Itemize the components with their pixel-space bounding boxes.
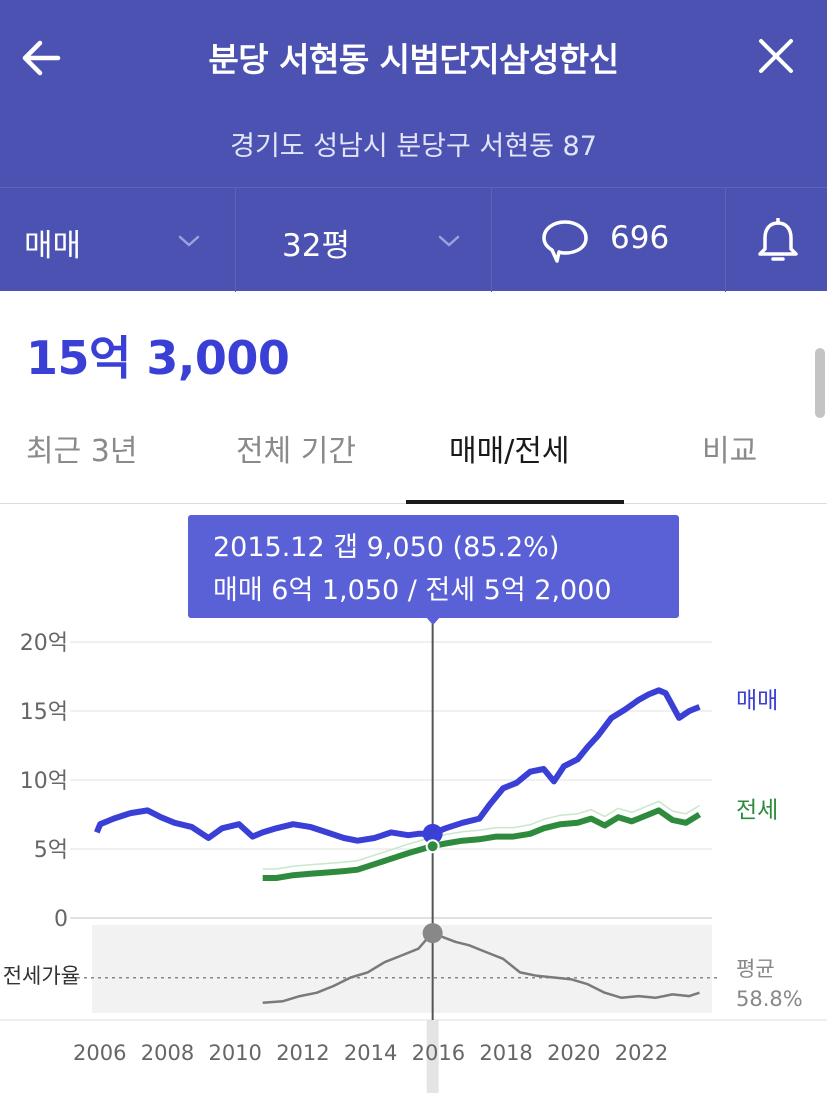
page-title: 분당 서현동 시범단지삼성한신 bbox=[208, 40, 619, 79]
ratio-average-value: 58.8% bbox=[736, 987, 803, 1011]
sale-series-line bbox=[94, 687, 701, 844]
deal-type-dropdown[interactable]: 매매 bbox=[0, 188, 236, 292]
crosshair-band bbox=[426, 1020, 439, 1093]
speech-bubble-icon bbox=[542, 220, 588, 263]
comment-count: 696 bbox=[610, 220, 670, 256]
period-tabs: 최근 3년 전체 기간 매매/전세 비교 bbox=[0, 404, 827, 504]
x-tick-label: 2010 bbox=[208, 1041, 261, 1065]
x-tick-label: 2008 bbox=[141, 1041, 194, 1065]
comments-button[interactable]: 696 bbox=[492, 188, 726, 292]
x-tick-label: 2014 bbox=[344, 1041, 397, 1065]
x-tick-label: 2016 bbox=[412, 1041, 465, 1065]
header-bar: 분당 서현동 시범단지삼성한신 경기도 성남시 분당구 서현동 87 매매 32… bbox=[0, 0, 827, 292]
chevron-down-icon bbox=[178, 235, 200, 247]
size-dropdown[interactable]: 32평 bbox=[236, 188, 492, 292]
x-tick-label: 2018 bbox=[479, 1041, 532, 1065]
current-price: 15억 3,000 bbox=[26, 331, 290, 385]
x-tick-label: 2020 bbox=[547, 1041, 600, 1065]
y-tick-label: 5억 bbox=[34, 838, 68, 863]
x-tick-label: 2022 bbox=[615, 1041, 668, 1065]
bell-icon bbox=[758, 218, 798, 261]
tab-compare[interactable]: 비교 bbox=[702, 434, 758, 469]
scrollbar-thumb[interactable] bbox=[815, 348, 825, 418]
x-tick-label: 2006 bbox=[73, 1041, 126, 1065]
tab-sale-jeonse[interactable]: 매매/전세 bbox=[449, 434, 570, 469]
jeonse-range-line bbox=[262, 800, 700, 870]
y-tick-label: 0 bbox=[54, 907, 68, 932]
ratio-panel-bg bbox=[92, 925, 712, 1013]
y-tick-label: 20억 bbox=[20, 631, 68, 656]
tooltip-pointer bbox=[425, 616, 441, 625]
active-tab-indicator bbox=[406, 500, 624, 504]
ratio-axis-label: 전세가율 bbox=[3, 964, 80, 988]
y-tick-label: 15억 bbox=[20, 700, 68, 725]
y-tick-label: 10억 bbox=[20, 769, 68, 794]
close-icon[interactable] bbox=[752, 32, 800, 80]
back-arrow-icon[interactable] bbox=[18, 34, 66, 82]
notification-button[interactable] bbox=[726, 188, 827, 292]
ratio-average-label: 평균 bbox=[736, 957, 775, 981]
deal-type-label: 매매 bbox=[24, 228, 82, 264]
size-label: 32평 bbox=[282, 228, 350, 264]
legend-sale-label: 매매 bbox=[736, 688, 778, 714]
ratio-series-line bbox=[262, 931, 700, 1005]
legend-jeonse-label: 전세 bbox=[736, 798, 778, 824]
tooltip-gap-line: 2015.12 갭 9,050 (85.2%) bbox=[213, 532, 560, 563]
chevron-down-icon bbox=[438, 235, 460, 247]
jeonse-series-line bbox=[262, 807, 702, 881]
address-label: 경기도 성남시 분당구 서현동 87 bbox=[230, 131, 597, 162]
jeonse-highlight-point bbox=[425, 839, 440, 854]
ratio-highlight-point bbox=[422, 923, 443, 944]
tab-all-period[interactable]: 전체 기간 bbox=[236, 434, 356, 469]
price-chart[interactable]: 20억 15억 10억 5억 0 2006 2008 2010 2012 2014 2016 2018… bbox=[0, 504, 827, 1093]
filter-bar: 매매 32평 696 bbox=[0, 187, 827, 292]
chart-tooltip: 2015.12 갭 9,050 (85.2%) 매매 6억 1,050 / 전세… bbox=[188, 515, 679, 625]
x-tick-label: 2012 bbox=[276, 1041, 329, 1065]
sale-highlight-point bbox=[422, 823, 443, 844]
tab-recent-3y[interactable]: 최근 3년 bbox=[26, 434, 138, 469]
tooltip-price-line: 매매 6억 1,050 / 전세 5억 2,000 bbox=[213, 575, 612, 606]
